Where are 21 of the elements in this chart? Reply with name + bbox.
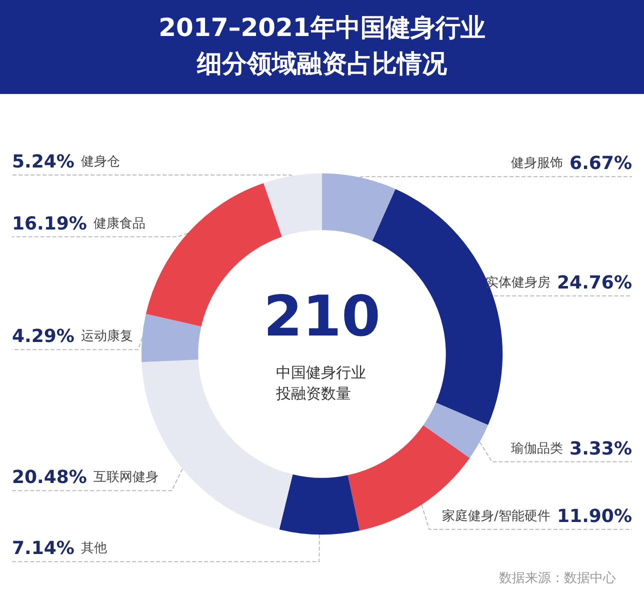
data-label: 3.33% <box>570 438 632 460</box>
chart-title: 2017–2021年中国健身行业细分领域融资占比情况 <box>158 12 486 80</box>
slice-label: 健身仓 <box>81 154 120 170</box>
data-label: 24.76% <box>557 272 632 294</box>
data-label: 16.19% <box>12 213 87 234</box>
slice-label: 运动康复 <box>81 329 134 344</box>
data-label: 11.90% <box>557 506 632 527</box>
data-label: 20.48% <box>12 467 87 488</box>
text: 210 <box>264 284 380 350</box>
text: 中国健身行业投融资数量 <box>275 364 366 402</box>
data-label: 4.29% <box>12 326 74 348</box>
slice-label: 互联网健身 <box>94 470 159 486</box>
slice-label: 健康食品 <box>94 216 146 232</box>
data-label: 5.24% <box>12 152 74 173</box>
source-note: 数据来源：数据中心 <box>499 570 616 586</box>
slice-label: 家庭健身/智能硬件 <box>442 508 550 524</box>
data-label: 6.67% <box>570 153 632 174</box>
slice-label: 瑜伽品类 <box>510 441 563 456</box>
slice-label: 健身服饰 <box>510 156 563 172</box>
slice-label: 其他 <box>81 541 108 556</box>
data-label: 7.14% <box>12 538 74 560</box>
